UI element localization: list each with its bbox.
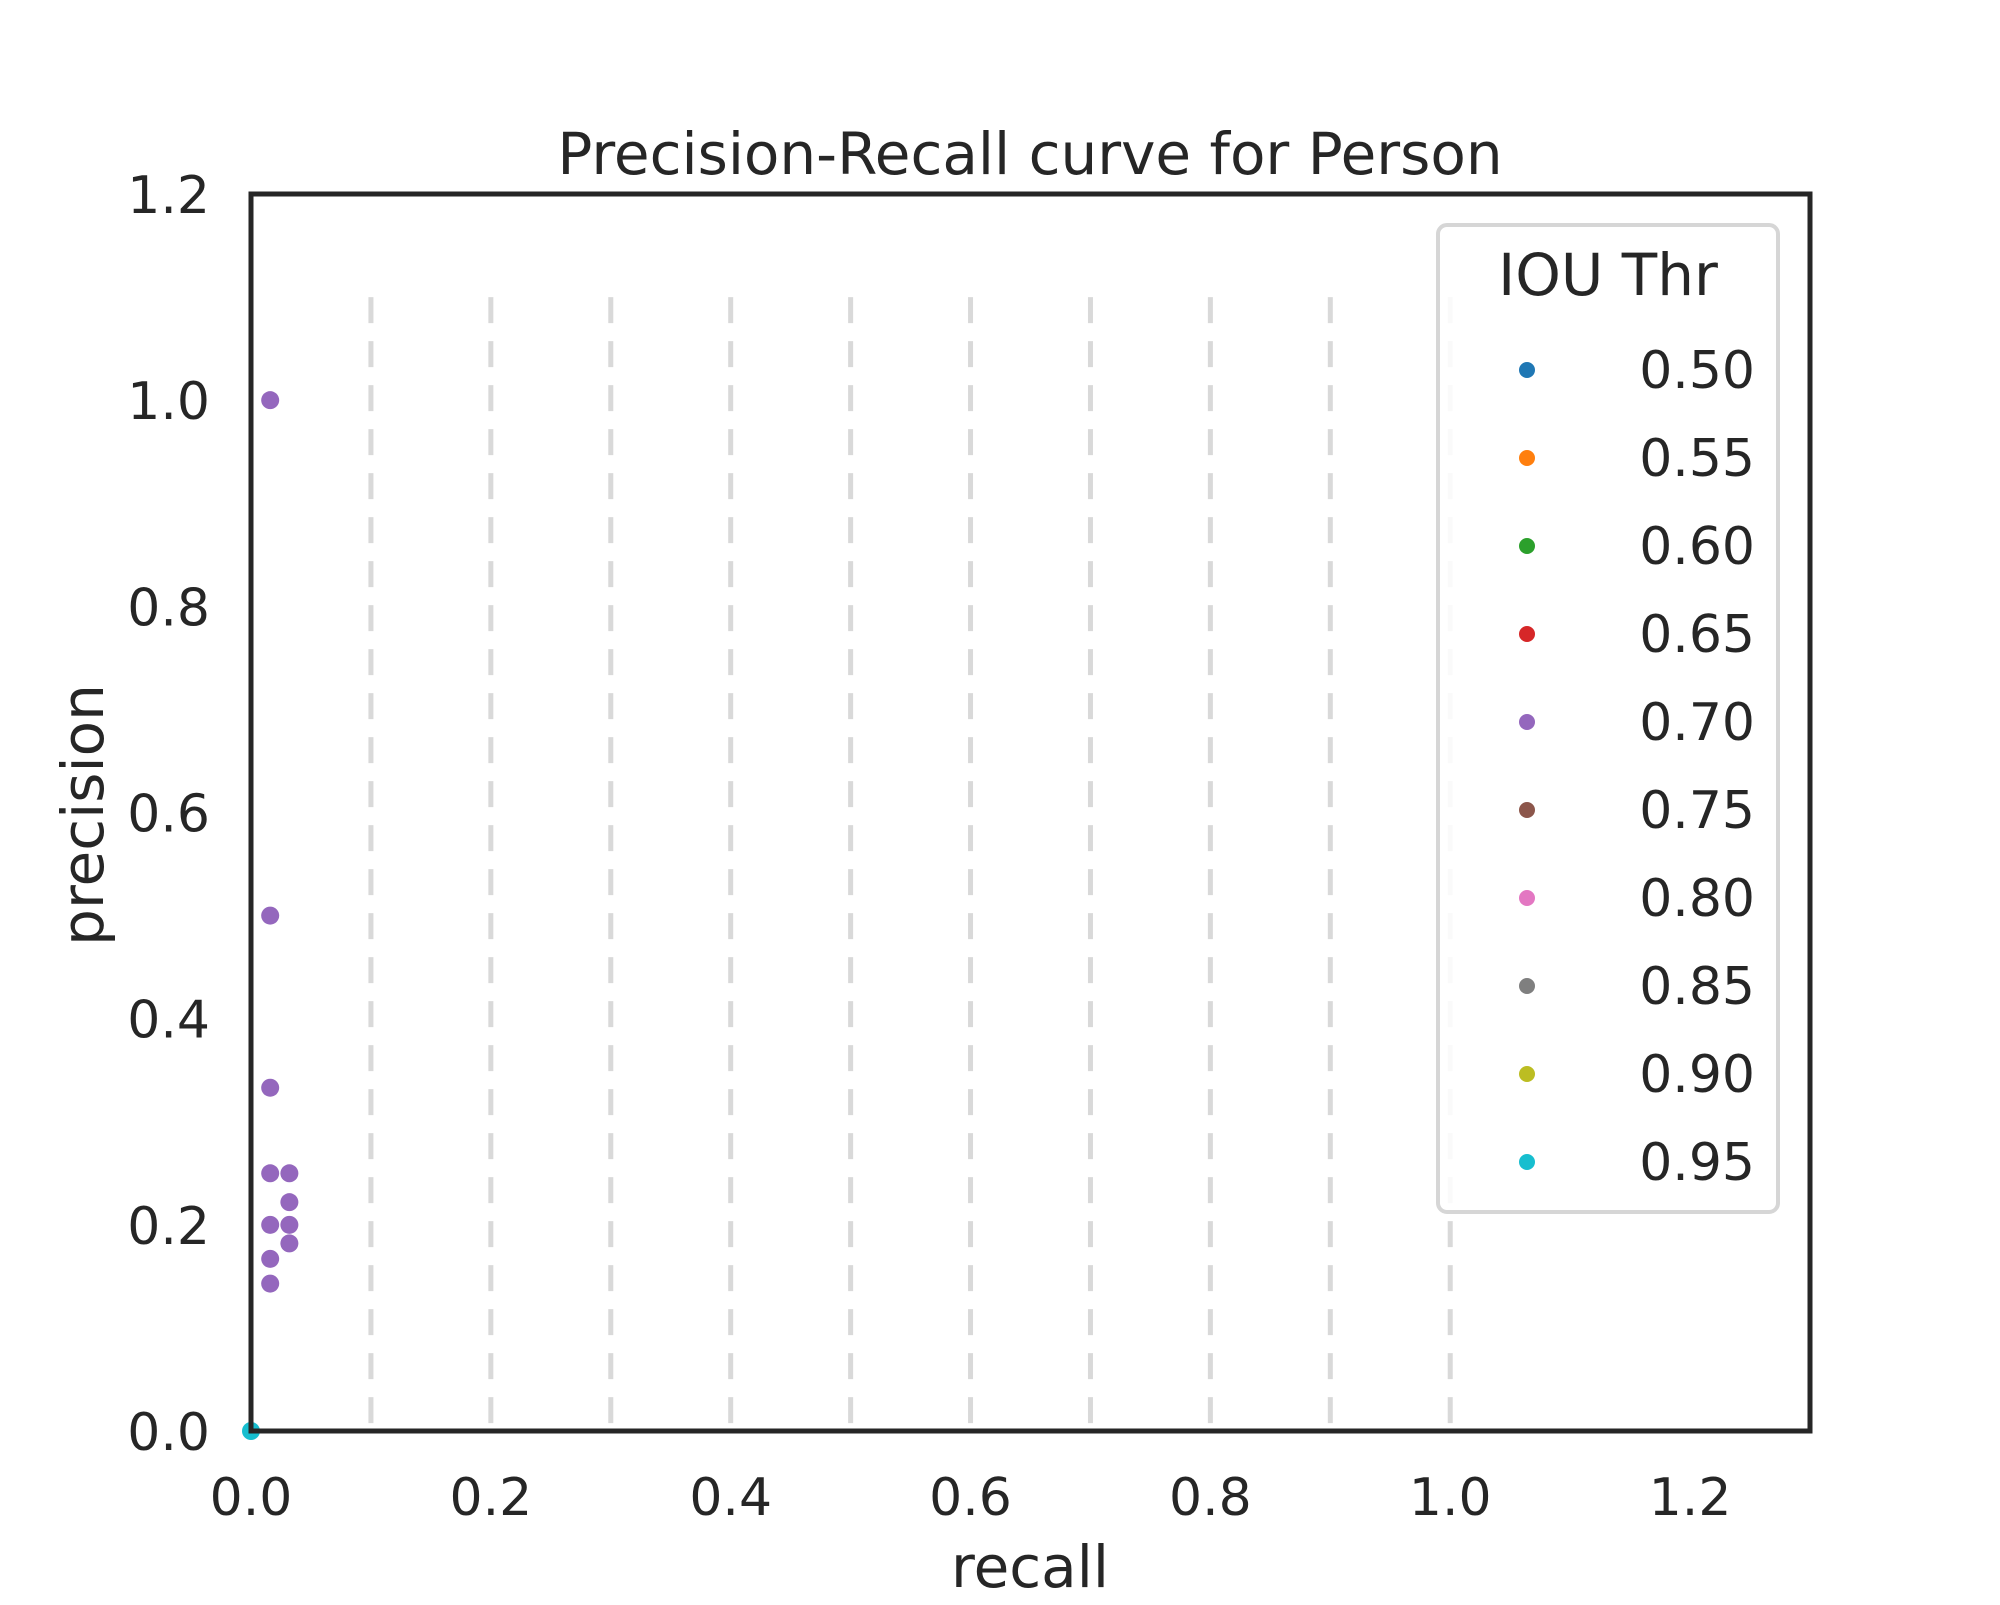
y-tick-label: 0.2 <box>127 1197 210 1257</box>
legend-marker <box>1519 626 1535 642</box>
x-tick-label: 0.4 <box>689 1468 772 1528</box>
legend-marker <box>1519 538 1535 554</box>
legend-label: 0.75 <box>1639 781 1755 841</box>
legend-marker <box>1519 362 1535 378</box>
legend-marker <box>1519 1154 1535 1170</box>
legend-label: 0.60 <box>1639 517 1755 577</box>
legend-label: 0.95 <box>1639 1133 1755 1193</box>
legend-title: IOU Thr <box>1498 241 1718 309</box>
legend-marker <box>1519 450 1535 466</box>
legend-label: 0.65 <box>1639 605 1755 665</box>
y-tick-label: 0.6 <box>127 785 210 845</box>
legend-label: 0.90 <box>1639 1045 1755 1105</box>
y-tick-label: 1.0 <box>127 372 210 432</box>
data-point <box>261 1164 280 1183</box>
legend-marker <box>1519 714 1535 730</box>
y-tick-labels: 0.0 0.2 0.4 0.6 0.8 1.0 1.2 <box>127 166 210 1463</box>
data-point <box>261 906 280 925</box>
legend-marker <box>1519 802 1535 818</box>
legend-marker <box>1519 1066 1535 1082</box>
data-point <box>261 1274 280 1293</box>
plot-frame <box>248 191 1813 1434</box>
data-point <box>261 391 280 410</box>
y-tick-label: 0.8 <box>127 578 210 638</box>
y-tick-label: 1.2 <box>127 166 210 226</box>
legend-label: 0.85 <box>1639 957 1755 1017</box>
data-point <box>280 1215 299 1234</box>
legend-label: 0.70 <box>1639 693 1755 753</box>
legend-label: 0.80 <box>1639 869 1755 929</box>
x-tick-label: 0.6 <box>929 1468 1012 1528</box>
data-point <box>280 1234 299 1253</box>
data-point <box>280 1164 299 1183</box>
legend-marker <box>1519 890 1535 906</box>
x-tick-labels: 0.0 0.2 0.4 0.6 0.8 1.0 1.2 <box>210 1468 1732 1528</box>
y-tick-label: 0.0 <box>127 1403 210 1463</box>
data-point <box>261 1249 280 1268</box>
x-tick-label: 1.0 <box>1409 1468 1492 1528</box>
legend-box <box>1436 223 1780 1214</box>
x-tick-label: 0.0 <box>210 1468 293 1528</box>
x-axis-label: recall <box>951 1533 1109 1600</box>
legend-marker <box>1519 978 1535 994</box>
data-point <box>261 1078 280 1097</box>
x-tick-label: 0.8 <box>1169 1468 1252 1528</box>
x-tick-label: 1.2 <box>1649 1468 1732 1528</box>
x-tick-label: 0.2 <box>449 1468 532 1528</box>
legend-label: 0.55 <box>1639 429 1755 489</box>
data-points <box>242 391 299 1440</box>
reference-lines <box>368 297 1453 1431</box>
data-point <box>261 1215 280 1234</box>
chart-title: Precision-Recall curve for Person <box>557 120 1502 188</box>
y-tick-label: 0.4 <box>127 991 210 1051</box>
legend-label: 0.50 <box>1639 341 1755 401</box>
y-axis-label: precision <box>49 684 117 946</box>
data-point <box>280 1193 299 1212</box>
legend: IOU Thr 0.50 0.55 0.60 0.65 0.70 0.75 0.80 0.85… <box>1436 223 1780 1214</box>
